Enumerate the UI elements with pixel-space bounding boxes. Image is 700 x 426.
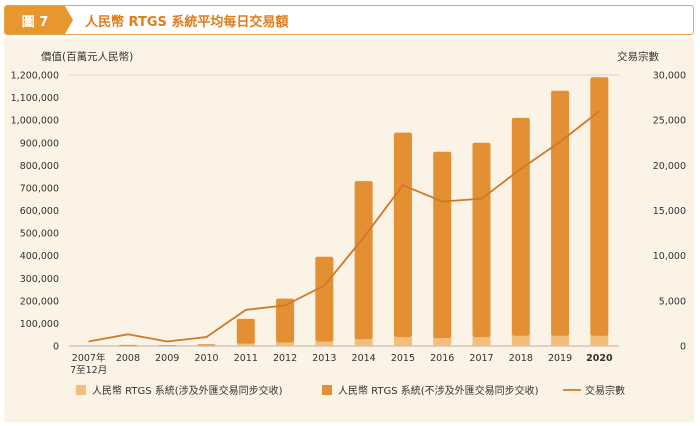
y2-tick-label: 5,000: [659, 296, 686, 307]
legend-label: 交易宗數: [585, 384, 625, 397]
bar-non-fx-pvp: [433, 151, 452, 339]
bar-non-fx-pvp: [354, 181, 373, 340]
bar-fx-pvp: [590, 335, 609, 346]
bar-non-fx-pvp: [197, 344, 216, 346]
y-tick-label: 500,000: [20, 229, 59, 240]
bar-non-fx-pvp: [276, 298, 295, 343]
bar-fx-pvp: [315, 341, 334, 346]
y-tick-label: 100,000: [20, 319, 59, 330]
y-tick-label: 1,200,000: [11, 71, 59, 82]
y2-tick-label: 25,000: [653, 116, 686, 127]
x-tick-label: 2012: [273, 353, 297, 364]
y2-tick-label: 0: [680, 342, 686, 353]
y-tick-label: 800,000: [20, 161, 59, 172]
y2-tick-label: 15,000: [653, 206, 686, 217]
legend-label: 人民幣 RTGS 系統(不涉及外匯交易同步交收): [338, 384, 539, 397]
x-tick-label: 2009: [155, 353, 179, 364]
chart-panel: 價值(百萬元人民幣) 交易宗數 0 100,000 200,000 300,000 400,…: [4, 38, 694, 422]
bar-non-fx-pvp: [551, 90, 570, 336]
y-tick-label: 0: [53, 342, 59, 353]
bar-non-fx-pvp: [158, 345, 177, 346]
x-tick-label: 2007年: [72, 352, 106, 364]
figure-badge: 圖 7: [5, 6, 65, 34]
y-tick-label: 700,000: [20, 183, 59, 194]
y-tick-label: 400,000: [20, 251, 59, 262]
y-tick-label: 300,000: [20, 274, 59, 285]
x-tick-label: 2016: [430, 353, 454, 364]
line-transaction-count: [88, 110, 600, 343]
chart-header: 圖 7 人民幣 RTGS 系統平均每日交易額: [4, 5, 694, 35]
legend-label: 人民幣 RTGS 系統(涉及外匯交易同步交收): [92, 384, 283, 397]
x-tick-label: 2018: [509, 353, 533, 364]
x-tick-label: 2019: [548, 353, 572, 364]
bar-fx-pvp: [276, 342, 295, 346]
y-axis-title: 價值(百萬元人民幣): [41, 50, 133, 63]
x-tick-label: 2015: [391, 353, 415, 364]
bar-fx-pvp: [236, 343, 255, 346]
bar-non-fx-pvp: [118, 344, 137, 346]
x-tick-label: 2014: [352, 353, 376, 364]
bar-fx-pvp: [472, 336, 491, 346]
legend-swatch: [322, 385, 332, 395]
y2-tick-label: 20,000: [653, 161, 686, 172]
bar-non-fx-pvp: [315, 256, 334, 342]
bar-fx-pvp: [511, 335, 530, 346]
y2-tick-label: 10,000: [653, 251, 686, 262]
y-tick-label: 200,000: [20, 296, 59, 307]
bar-fx-pvp: [433, 338, 452, 346]
bar-fx-pvp: [354, 339, 373, 346]
x-tick-label: 2017: [469, 353, 493, 364]
x-tick-label: 7至12月: [70, 365, 107, 376]
bar-fx-pvp: [551, 335, 570, 346]
bar-non-fx-pvp: [393, 132, 412, 337]
legend-swatch: [76, 385, 86, 395]
y-tick-label: 1,100,000: [11, 93, 59, 104]
bar-non-fx-pvp: [236, 318, 255, 344]
bar-non-fx-pvp: [590, 77, 609, 336]
y-tick-label: 900,000: [20, 138, 59, 149]
bar-non-fx-pvp: [511, 117, 530, 336]
figure-badge-arrow: [65, 6, 73, 34]
y-tick-label: 1,000,000: [11, 116, 59, 127]
bar-non-fx-pvp: [472, 142, 491, 337]
y2-tick-label: 30,000: [653, 71, 686, 82]
x-tick-label: 2020: [586, 353, 613, 364]
chart-title: 人民幣 RTGS 系統平均每日交易額: [85, 14, 289, 30]
y2-axis-title: 交易宗數: [617, 50, 659, 63]
x-tick-label: 2011: [234, 353, 258, 364]
chart-svg: 價值(百萬元人民幣) 交易宗數 0 100,000 200,000 300,000 400,…: [11, 50, 686, 397]
y-tick-label: 600,000: [20, 206, 59, 217]
bar-fx-pvp: [393, 336, 412, 346]
x-tick-label: 2010: [194, 353, 218, 364]
x-tick-label: 2013: [312, 353, 336, 364]
x-tick-label: 2008: [116, 353, 140, 364]
